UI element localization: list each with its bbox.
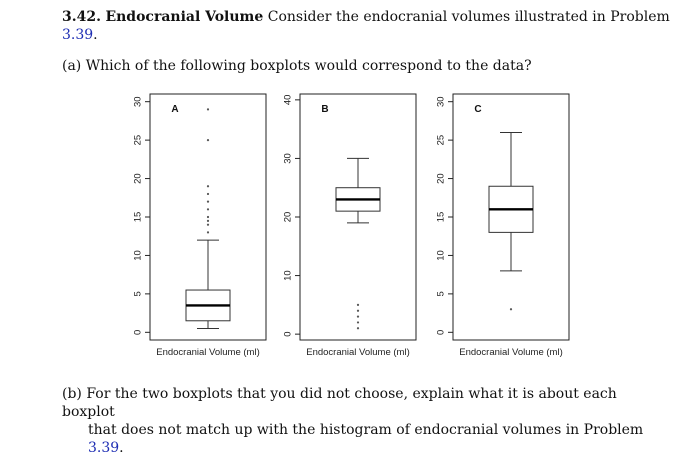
problem-number: 3.42. bbox=[62, 9, 101, 25]
panel-letter: A bbox=[171, 104, 178, 115]
problem-statement: 3.42. Endocranial Volume Consider the en… bbox=[62, 8, 672, 44]
y-tick-label: 15 bbox=[133, 212, 144, 223]
y-tick-label: 0 bbox=[133, 330, 144, 335]
problem-period: . bbox=[93, 27, 98, 43]
problem-title: Endocranial Volume bbox=[105, 9, 264, 25]
outlier-point bbox=[206, 215, 210, 219]
y-tick-label: 20 bbox=[436, 173, 447, 184]
x-axis-label: Endocranial Volume (ml) bbox=[156, 347, 260, 358]
part-b-line2: that does not match up with the histogra… bbox=[88, 422, 644, 438]
outlier-point bbox=[206, 192, 210, 196]
outlier-point bbox=[356, 321, 360, 324]
y-tick-label: 30 bbox=[283, 153, 294, 164]
boxplot-figure: 0 5 10 15 20 25 30 A Endocranial Volume (ml) 0 10 2… bbox=[133, 93, 570, 358]
panel-letter: C bbox=[474, 104, 481, 115]
part-b-period: . bbox=[119, 440, 124, 456]
boxplot-panel-c: 0 5 10 15 20 25 30 C Endocranial Volume (ml) bbox=[436, 93, 570, 358]
part-b-label: (b) bbox=[62, 386, 82, 402]
problem-reference[interactable]: 3.39 bbox=[62, 27, 94, 43]
y-tick-label: 20 bbox=[133, 173, 144, 184]
y-tick-label: 10 bbox=[436, 250, 447, 261]
y-tick-label: 5 bbox=[436, 291, 447, 296]
boxplot-panel-b: 0 10 20 30 40 B Endocranial Volume (ml) bbox=[283, 93, 417, 358]
outlier-point bbox=[356, 309, 360, 312]
outlier-point bbox=[206, 108, 210, 111]
y-tick-label: 10 bbox=[133, 250, 144, 261]
boxplot-panel-a: 0 5 10 15 20 25 30 A Endocranial Volume (ml) bbox=[133, 93, 267, 358]
y-tick-label: 0 bbox=[283, 331, 294, 336]
part-b-question: (b) For the two boxplots that you did no… bbox=[62, 385, 662, 457]
problem-text: Consider the endocranial volumes illustr… bbox=[267, 9, 670, 25]
outlier-point bbox=[356, 315, 360, 318]
outlier-point bbox=[206, 200, 210, 203]
y-tick-label: 25 bbox=[133, 135, 144, 146]
outlier-point bbox=[206, 139, 210, 142]
part-a-question: (a) Which of the following boxplots woul… bbox=[62, 57, 672, 75]
outlier-point bbox=[206, 231, 210, 234]
y-tick-label: 0 bbox=[436, 330, 447, 335]
outlier-point bbox=[356, 327, 360, 330]
part-b-line2-wrap: that does not match up with the histogra… bbox=[62, 421, 662, 457]
y-tick-label: 15 bbox=[436, 212, 447, 223]
outlier-point bbox=[509, 308, 513, 311]
x-axis-label: Endocranial Volume (ml) bbox=[459, 347, 563, 358]
part-b-reference[interactable]: 3.39 bbox=[88, 440, 120, 456]
outlier-point bbox=[206, 223, 210, 226]
y-tick-label: 40 bbox=[283, 95, 294, 106]
y-tick-label: 10 bbox=[283, 270, 294, 281]
part-a-label: (a) bbox=[62, 58, 82, 74]
outlier-point bbox=[206, 219, 210, 222]
y-tick-label: 30 bbox=[133, 96, 144, 107]
y-tick-label: 30 bbox=[436, 96, 447, 107]
outlier-point bbox=[206, 185, 210, 188]
y-tick-label: 5 bbox=[133, 291, 144, 296]
y-tick-label: 20 bbox=[283, 212, 294, 223]
x-axis-label: Endocranial Volume (ml) bbox=[306, 347, 410, 358]
part-b-line1: For the two boxplots that you did not ch… bbox=[62, 386, 617, 420]
y-tick-label: 25 bbox=[436, 135, 447, 146]
part-a-text: Which of the following boxplots would co… bbox=[85, 58, 532, 74]
panel-letter: B bbox=[321, 104, 328, 115]
outlier-point bbox=[206, 208, 210, 211]
outlier-point bbox=[356, 303, 360, 306]
